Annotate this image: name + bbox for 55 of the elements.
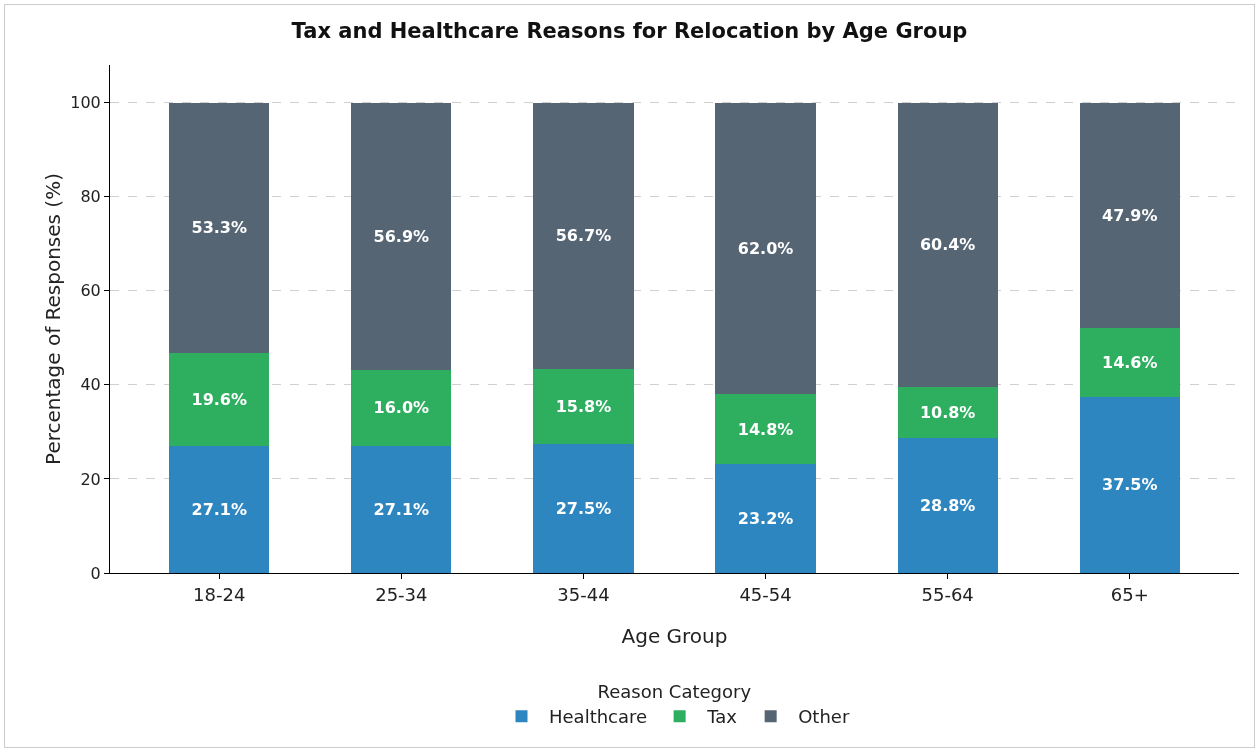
bar [351,102,452,371]
y-tick-label: 40 [80,375,101,395]
data-label: 10.8% [919,402,976,422]
bar [533,102,634,370]
y-tick-label: 80 [80,187,101,207]
bar [533,369,634,444]
y-tick-label: 20 [80,469,101,489]
data-label: 60.4% [919,235,976,255]
data-label: 14.6% [1101,352,1158,372]
x-tick-label: 25-34 [375,583,428,605]
x-tick-label: 55-64 [921,583,974,605]
bar [351,445,452,573]
bar [169,102,270,354]
bar [351,370,452,446]
data-label: 37.5% [1101,475,1158,495]
y-axis-title: Percentage of Responses (%) [41,173,65,465]
bar [1079,327,1180,397]
data-label: 16.0% [373,398,430,418]
legend-label: Other [798,706,850,728]
data-label: 53.3% [191,218,248,238]
y-tick-label: 60 [80,281,101,301]
chart-title: Tax and Healthcare Reasons for Relocation by Age Group [291,19,968,44]
data-label: 62.0% [737,238,794,258]
bar [1079,396,1180,573]
x-axis-title: Age Group [621,624,728,648]
data-label: 27.1% [373,499,430,519]
x-tick-label: 65+ [1110,583,1149,605]
bar [169,353,270,446]
data-label: 27.1% [191,499,248,519]
data-label: 15.8% [555,396,612,416]
bar [1079,102,1180,328]
legend-label: Healthcare [549,706,648,728]
data-label: 27.5% [555,498,612,518]
bar [897,437,998,573]
x-tick-label: 18-24 [193,583,246,605]
x-tick-label: 45-54 [739,583,792,605]
y-tick-label: 100 [70,93,101,113]
data-label: 23.2% [737,508,794,528]
data-label: 47.9% [1101,205,1158,225]
bar [715,463,816,573]
legend-label: Tax [706,706,738,728]
data-label: 19.6% [191,389,248,409]
data-label: 56.9% [373,226,430,246]
bar [169,445,270,573]
data-label: 28.8% [919,495,976,515]
y-tick-label: 0 [90,563,101,583]
x-tick-label: 35-44 [557,583,610,605]
bar [897,102,998,387]
legend-title: Reason Category [597,681,752,702]
data-label: 14.8% [737,419,794,439]
bar [897,386,998,438]
bar [715,394,816,464]
data-label: 56.7% [555,226,612,246]
bar [533,443,634,573]
bar [715,102,816,395]
